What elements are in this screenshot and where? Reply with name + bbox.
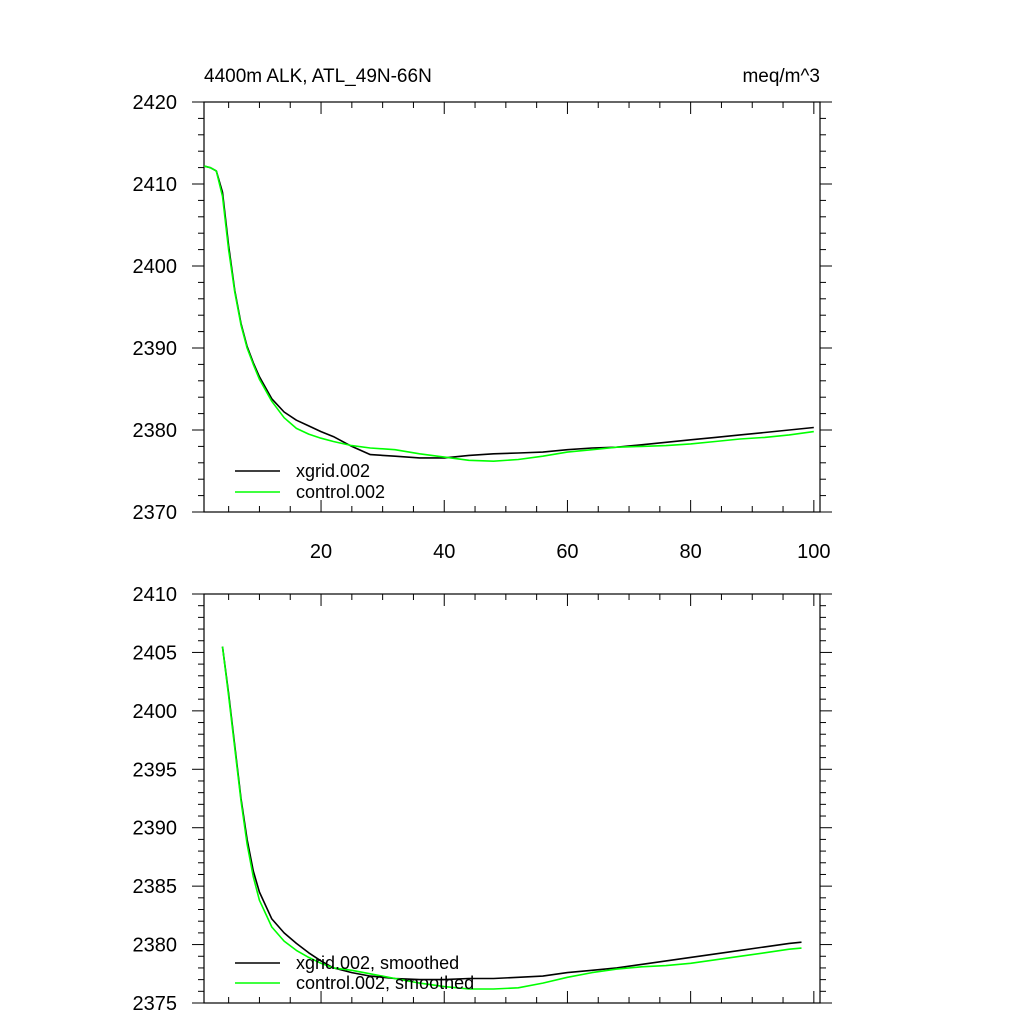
top-y-tick-label: 2400 [133, 256, 178, 278]
bottom-legend-label: control.002, smoothed [296, 973, 474, 993]
bottom-y-tick-label: 2390 [133, 818, 178, 840]
bottom-panel: 2375 2380 2385 2390 2395 2400 2405 2410 xgrid.00… [133, 584, 832, 1015]
bottom-y-tick-label: 2380 [133, 935, 178, 957]
top-y-tick-label: 2410 [133, 174, 178, 196]
bottom-y-tick-label: 2405 [133, 642, 178, 664]
top-panel-units: meq/m^3 [742, 66, 820, 87]
top-x-tick-label: 100 [797, 541, 830, 563]
top-x-tick-label: 60 [556, 541, 578, 563]
bottom-y-tick-label: 2410 [133, 584, 178, 606]
top-panel: 4400m ALK, ATL_49N-66N meq/m^3 20 40 60 80 1… [133, 66, 832, 563]
top-legend-label: control.002 [296, 482, 385, 502]
bottom-y-tick-label: 2395 [133, 759, 178, 781]
bottom-series-line-xgrid [221, 646, 802, 981]
top-x-tick-label: 20 [310, 541, 332, 563]
top-series-line-control [204, 165, 814, 463]
bottom-series-line-control [221, 646, 802, 990]
bottom-y-tick-label: 2400 [133, 701, 178, 723]
top-x-tick-label: 40 [433, 541, 455, 563]
bottom-legend-label: xgrid.002, smoothed [296, 953, 459, 973]
top-legend-label: xgrid.002 [296, 461, 370, 481]
top-panel-title: 4400m ALK, ATL_49N-66N [204, 66, 432, 87]
top-plot-frame [203, 101, 821, 513]
bottom-y-tick-label: 2375 [133, 993, 178, 1015]
top-y-tick-label: 2420 [133, 92, 178, 114]
top-y-tick-label: 2380 [133, 420, 178, 442]
top-y-tick-label: 2370 [133, 502, 178, 524]
bottom-y-tick-label: 2385 [133, 876, 178, 898]
top-y-tick-label: 2390 [133, 338, 178, 360]
bottom-plot-frame [203, 593, 821, 1004]
top-x-tick-label: 80 [680, 541, 702, 563]
